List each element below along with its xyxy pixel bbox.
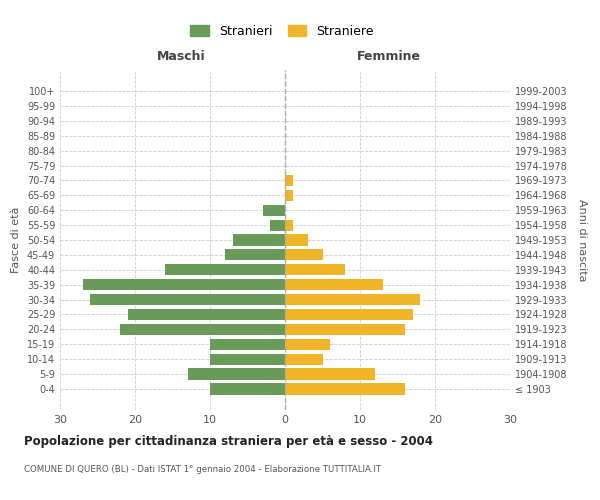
Bar (233, 234, 285, 246)
Y-axis label: Fasce di età: Fasce di età (11, 207, 21, 273)
Bar (285, 175, 293, 186)
Text: COMUNE DI QUERO (BL) - Dati ISTAT 1° gennaio 2004 - Elaborazione TUTTITALIA.IT: COMUNE DI QUERO (BL) - Dati ISTAT 1° gen… (24, 465, 381, 474)
Bar (225, 250, 285, 260)
Text: Popolazione per cittadinanza straniera per età e sesso - 2004: Popolazione per cittadinanza straniera p… (24, 435, 433, 448)
Bar (285, 384, 405, 394)
Bar (120, 324, 285, 335)
Bar (165, 264, 285, 276)
Bar (263, 204, 285, 216)
Bar (285, 279, 383, 290)
Legend: Stranieri, Straniere: Stranieri, Straniere (187, 21, 377, 42)
Bar (285, 324, 405, 335)
Bar (128, 309, 285, 320)
Bar (210, 384, 285, 394)
Bar (285, 294, 420, 305)
Bar (90, 294, 285, 305)
Bar (285, 234, 308, 246)
Text: Maschi: Maschi (157, 50, 206, 63)
Bar (83, 279, 285, 290)
Bar (285, 338, 330, 350)
Bar (285, 250, 323, 260)
Bar (285, 368, 375, 380)
Bar (285, 264, 345, 276)
Bar (270, 220, 285, 230)
Bar (210, 354, 285, 365)
Bar (285, 354, 323, 365)
Bar (187, 368, 285, 380)
Bar (285, 190, 293, 201)
Text: Femmine: Femmine (356, 50, 421, 63)
Bar (285, 309, 413, 320)
Y-axis label: Anni di nascita: Anni di nascita (577, 198, 587, 281)
Bar (285, 220, 293, 230)
Bar (210, 338, 285, 350)
